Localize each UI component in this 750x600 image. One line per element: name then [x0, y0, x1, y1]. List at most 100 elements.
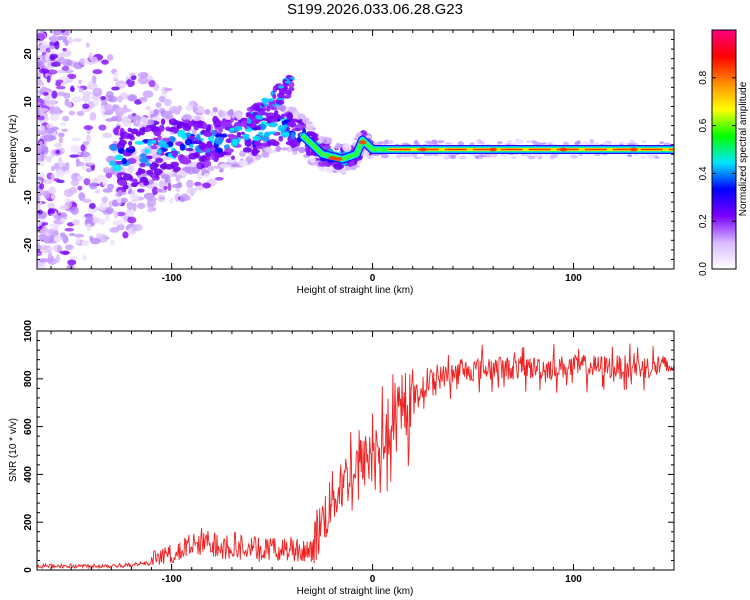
spectrogram-blob — [186, 187, 197, 194]
spectrogram-blob — [297, 146, 306, 154]
spectrogram-blob — [79, 151, 91, 158]
spectrogram-blob — [423, 153, 431, 156]
spectrogram-blob — [158, 96, 166, 103]
spectrogram-hotspot — [559, 147, 568, 152]
spectrogram-blob — [38, 258, 49, 263]
spectrogram-blob — [132, 223, 143, 232]
spectrogram-blob — [37, 179, 43, 184]
spectrogram-blob — [272, 94, 277, 100]
spectrogram-blob — [85, 42, 90, 48]
spectrogram-blob — [37, 78, 43, 88]
spectrogram-blob — [263, 132, 271, 137]
spectrogram-blob — [105, 213, 110, 222]
spectrogram-blob — [82, 94, 91, 103]
spectrogram-blob — [127, 164, 134, 174]
spectrogram-blob — [267, 121, 278, 128]
spectrogram-blob — [94, 189, 101, 194]
spectrogram-blob — [57, 132, 65, 138]
spectrogram-blob — [126, 133, 135, 139]
spectrogram-blob — [663, 142, 671, 146]
spectrogram-xtick-label: 0 — [370, 273, 376, 284]
spectrogram-blob — [40, 235, 52, 242]
spectrogram-ytick-label: 10 — [23, 96, 34, 108]
spectrogram-blob — [50, 34, 58, 43]
spectrogram-ytick-label: -10 — [23, 190, 34, 205]
spectrogram-blob — [155, 157, 164, 164]
spectrogram-blob — [51, 90, 58, 99]
spectrogram-blob — [122, 173, 133, 181]
spectrogram-blob — [158, 139, 167, 148]
spectrogram-blob — [228, 108, 234, 116]
spectrogram-blob — [68, 232, 76, 237]
spectrogram-blob — [127, 127, 133, 133]
spectrogram-blob — [136, 188, 145, 193]
snr-series-line — [37, 343, 674, 570]
spectrogram-blob — [240, 121, 249, 128]
spectrogram-frame — [36, 29, 675, 270]
spectrogram-blob — [70, 179, 80, 187]
spectrogram-blob — [93, 99, 100, 107]
spectrogram-blob — [117, 179, 127, 186]
spectrogram-blob — [206, 141, 213, 149]
snr-ytick-label: 1000 — [23, 319, 34, 342]
spectrogram-blob — [531, 141, 538, 145]
spectrogram-blob — [124, 209, 135, 218]
spectrogram-blob — [207, 165, 215, 172]
spectrogram-blob — [41, 225, 48, 234]
spectrogram-blob — [68, 110, 75, 116]
spectrogram-blob — [46, 229, 55, 233]
spectrogram-blob — [139, 157, 149, 164]
spectrogram-blob — [650, 153, 656, 159]
spectrogram-blob — [130, 193, 140, 201]
spectrogram-blob — [45, 123, 53, 129]
spectrogram-blob — [137, 76, 149, 85]
spectrogram-blob — [113, 71, 119, 81]
spectrogram-blob — [157, 135, 162, 141]
spectrogram-blob — [147, 139, 152, 147]
spectrogram-blob — [153, 168, 164, 176]
spectrogram-blob — [130, 181, 138, 188]
spectrogram-blob — [235, 112, 243, 121]
colorbar-tick-label: 0.0 — [698, 262, 709, 276]
spectrogram-blob — [50, 165, 56, 172]
spectrogram-blob — [602, 142, 608, 145]
spectrogram-blob — [87, 80, 93, 85]
spectrogram-blob — [134, 140, 144, 145]
spectrogram-blob — [115, 114, 122, 123]
spectrogram-blob — [592, 141, 600, 146]
spectrogram-blob — [85, 168, 93, 173]
spectrogram-blob — [37, 86, 42, 91]
spectrogram-blob — [277, 92, 285, 99]
spectrogram-blob — [92, 87, 102, 97]
spectrogram-blob — [475, 139, 480, 145]
spectrogram-blob — [291, 128, 302, 132]
spectrogram-blob — [229, 127, 235, 132]
spectrogram-blob — [255, 115, 264, 120]
spectrogram-blob — [506, 140, 514, 143]
spectrogram-blob — [203, 159, 212, 168]
spectrogram-blob — [230, 155, 236, 160]
spectrogram-blob — [511, 156, 517, 159]
spectrogram-blob — [72, 38, 82, 43]
spectrogram-blob — [90, 56, 98, 65]
spectrogram-blob — [89, 235, 94, 241]
spectrogram-blob — [309, 157, 317, 163]
spectrogram-blob — [221, 120, 227, 128]
spectrogram-blob — [66, 264, 75, 269]
spectrogram-blob — [224, 148, 234, 154]
spectrogram-blob — [37, 106, 43, 111]
spectrogram-blob — [153, 108, 160, 116]
spectrogram-blob — [102, 132, 113, 139]
spectrogram-blob — [145, 127, 152, 132]
spectrogram-blob — [73, 61, 84, 70]
spectrogram-blob — [279, 104, 287, 112]
spectrogram-blob — [92, 69, 103, 75]
spectrogram-blob — [169, 197, 174, 204]
spectrogram-blob — [163, 185, 168, 191]
spectrogram-hotspot — [328, 156, 337, 161]
spectrogram-blob — [569, 153, 575, 159]
spectrogram-blob — [626, 154, 633, 158]
spectrogram-blob — [280, 131, 290, 138]
spectrogram-blob — [122, 231, 129, 239]
